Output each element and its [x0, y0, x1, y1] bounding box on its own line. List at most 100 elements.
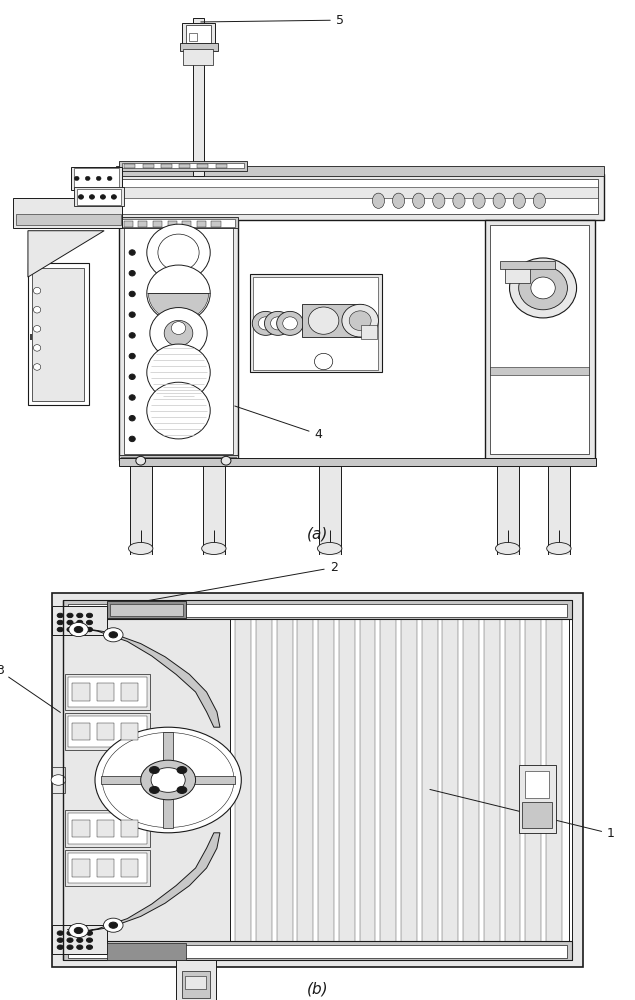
Circle shape: [67, 620, 73, 625]
Bar: [119, 220, 238, 460]
Circle shape: [177, 767, 187, 774]
Bar: [253, 277, 378, 370]
Bar: [28, 263, 89, 405]
Polygon shape: [163, 784, 173, 828]
Bar: [67, 716, 147, 747]
Bar: [65, 713, 150, 750]
Circle shape: [77, 620, 83, 625]
Polygon shape: [67, 833, 220, 932]
Bar: [121, 457, 236, 462]
Circle shape: [129, 312, 135, 317]
Circle shape: [129, 353, 135, 359]
Text: (b): (b): [307, 981, 328, 996]
Circle shape: [86, 620, 93, 625]
Bar: [121, 820, 138, 837]
Circle shape: [109, 922, 117, 928]
Bar: [500, 261, 555, 269]
Circle shape: [57, 931, 64, 935]
Circle shape: [349, 311, 371, 330]
Polygon shape: [28, 231, 104, 277]
Bar: [97, 723, 114, 740]
Circle shape: [147, 382, 210, 439]
Ellipse shape: [453, 193, 465, 208]
Bar: [121, 683, 138, 701]
Bar: [67, 813, 147, 844]
Bar: [302, 304, 363, 337]
Ellipse shape: [432, 193, 445, 208]
Circle shape: [158, 234, 199, 271]
Circle shape: [283, 317, 297, 330]
Bar: [119, 217, 238, 228]
Circle shape: [509, 258, 577, 318]
Ellipse shape: [413, 193, 425, 208]
Ellipse shape: [495, 542, 520, 554]
Circle shape: [149, 767, 159, 774]
Circle shape: [74, 626, 83, 633]
Bar: [67, 945, 568, 958]
Bar: [546, 601, 562, 960]
Bar: [52, 606, 107, 635]
Bar: [182, 971, 210, 998]
Bar: [142, 164, 154, 168]
Circle shape: [147, 224, 210, 281]
Circle shape: [102, 732, 234, 828]
Bar: [65, 674, 150, 710]
Ellipse shape: [513, 193, 525, 208]
Text: 5: 5: [201, 14, 344, 27]
Bar: [182, 221, 191, 227]
Circle shape: [90, 195, 95, 199]
Circle shape: [57, 613, 64, 618]
Bar: [463, 601, 479, 960]
Circle shape: [519, 266, 568, 310]
Bar: [359, 601, 375, 960]
Circle shape: [34, 287, 41, 294]
Circle shape: [149, 786, 159, 793]
Ellipse shape: [128, 542, 153, 554]
Circle shape: [258, 317, 273, 330]
Circle shape: [57, 945, 64, 949]
Circle shape: [100, 195, 105, 199]
Circle shape: [69, 923, 88, 938]
Circle shape: [129, 436, 135, 442]
Bar: [63, 600, 572, 960]
Bar: [97, 683, 114, 701]
Bar: [235, 601, 251, 960]
Polygon shape: [101, 776, 162, 784]
Bar: [52, 767, 65, 793]
Circle shape: [314, 353, 333, 370]
Bar: [497, 461, 519, 555]
Bar: [72, 683, 90, 701]
Circle shape: [74, 927, 83, 934]
Bar: [187, 25, 211, 43]
Bar: [74, 187, 124, 206]
Circle shape: [86, 931, 93, 935]
Bar: [422, 601, 438, 960]
Bar: [52, 925, 107, 954]
Circle shape: [147, 265, 210, 322]
Bar: [548, 461, 570, 555]
Circle shape: [57, 620, 64, 625]
Circle shape: [136, 456, 145, 465]
Circle shape: [86, 613, 93, 618]
Bar: [123, 187, 598, 198]
Ellipse shape: [318, 542, 342, 554]
Circle shape: [129, 250, 135, 255]
Bar: [72, 723, 90, 740]
Circle shape: [104, 918, 123, 932]
Circle shape: [95, 727, 241, 833]
Bar: [116, 166, 604, 176]
Circle shape: [252, 311, 279, 335]
Bar: [525, 771, 549, 798]
Circle shape: [164, 320, 193, 346]
Ellipse shape: [547, 542, 571, 554]
Circle shape: [67, 938, 73, 942]
Bar: [153, 221, 162, 227]
Circle shape: [107, 176, 112, 181]
Wedge shape: [149, 293, 209, 320]
Bar: [211, 221, 220, 227]
Bar: [74, 168, 119, 189]
Circle shape: [147, 344, 210, 401]
Text: (a): (a): [307, 526, 328, 541]
Bar: [110, 604, 184, 616]
Circle shape: [221, 456, 231, 465]
